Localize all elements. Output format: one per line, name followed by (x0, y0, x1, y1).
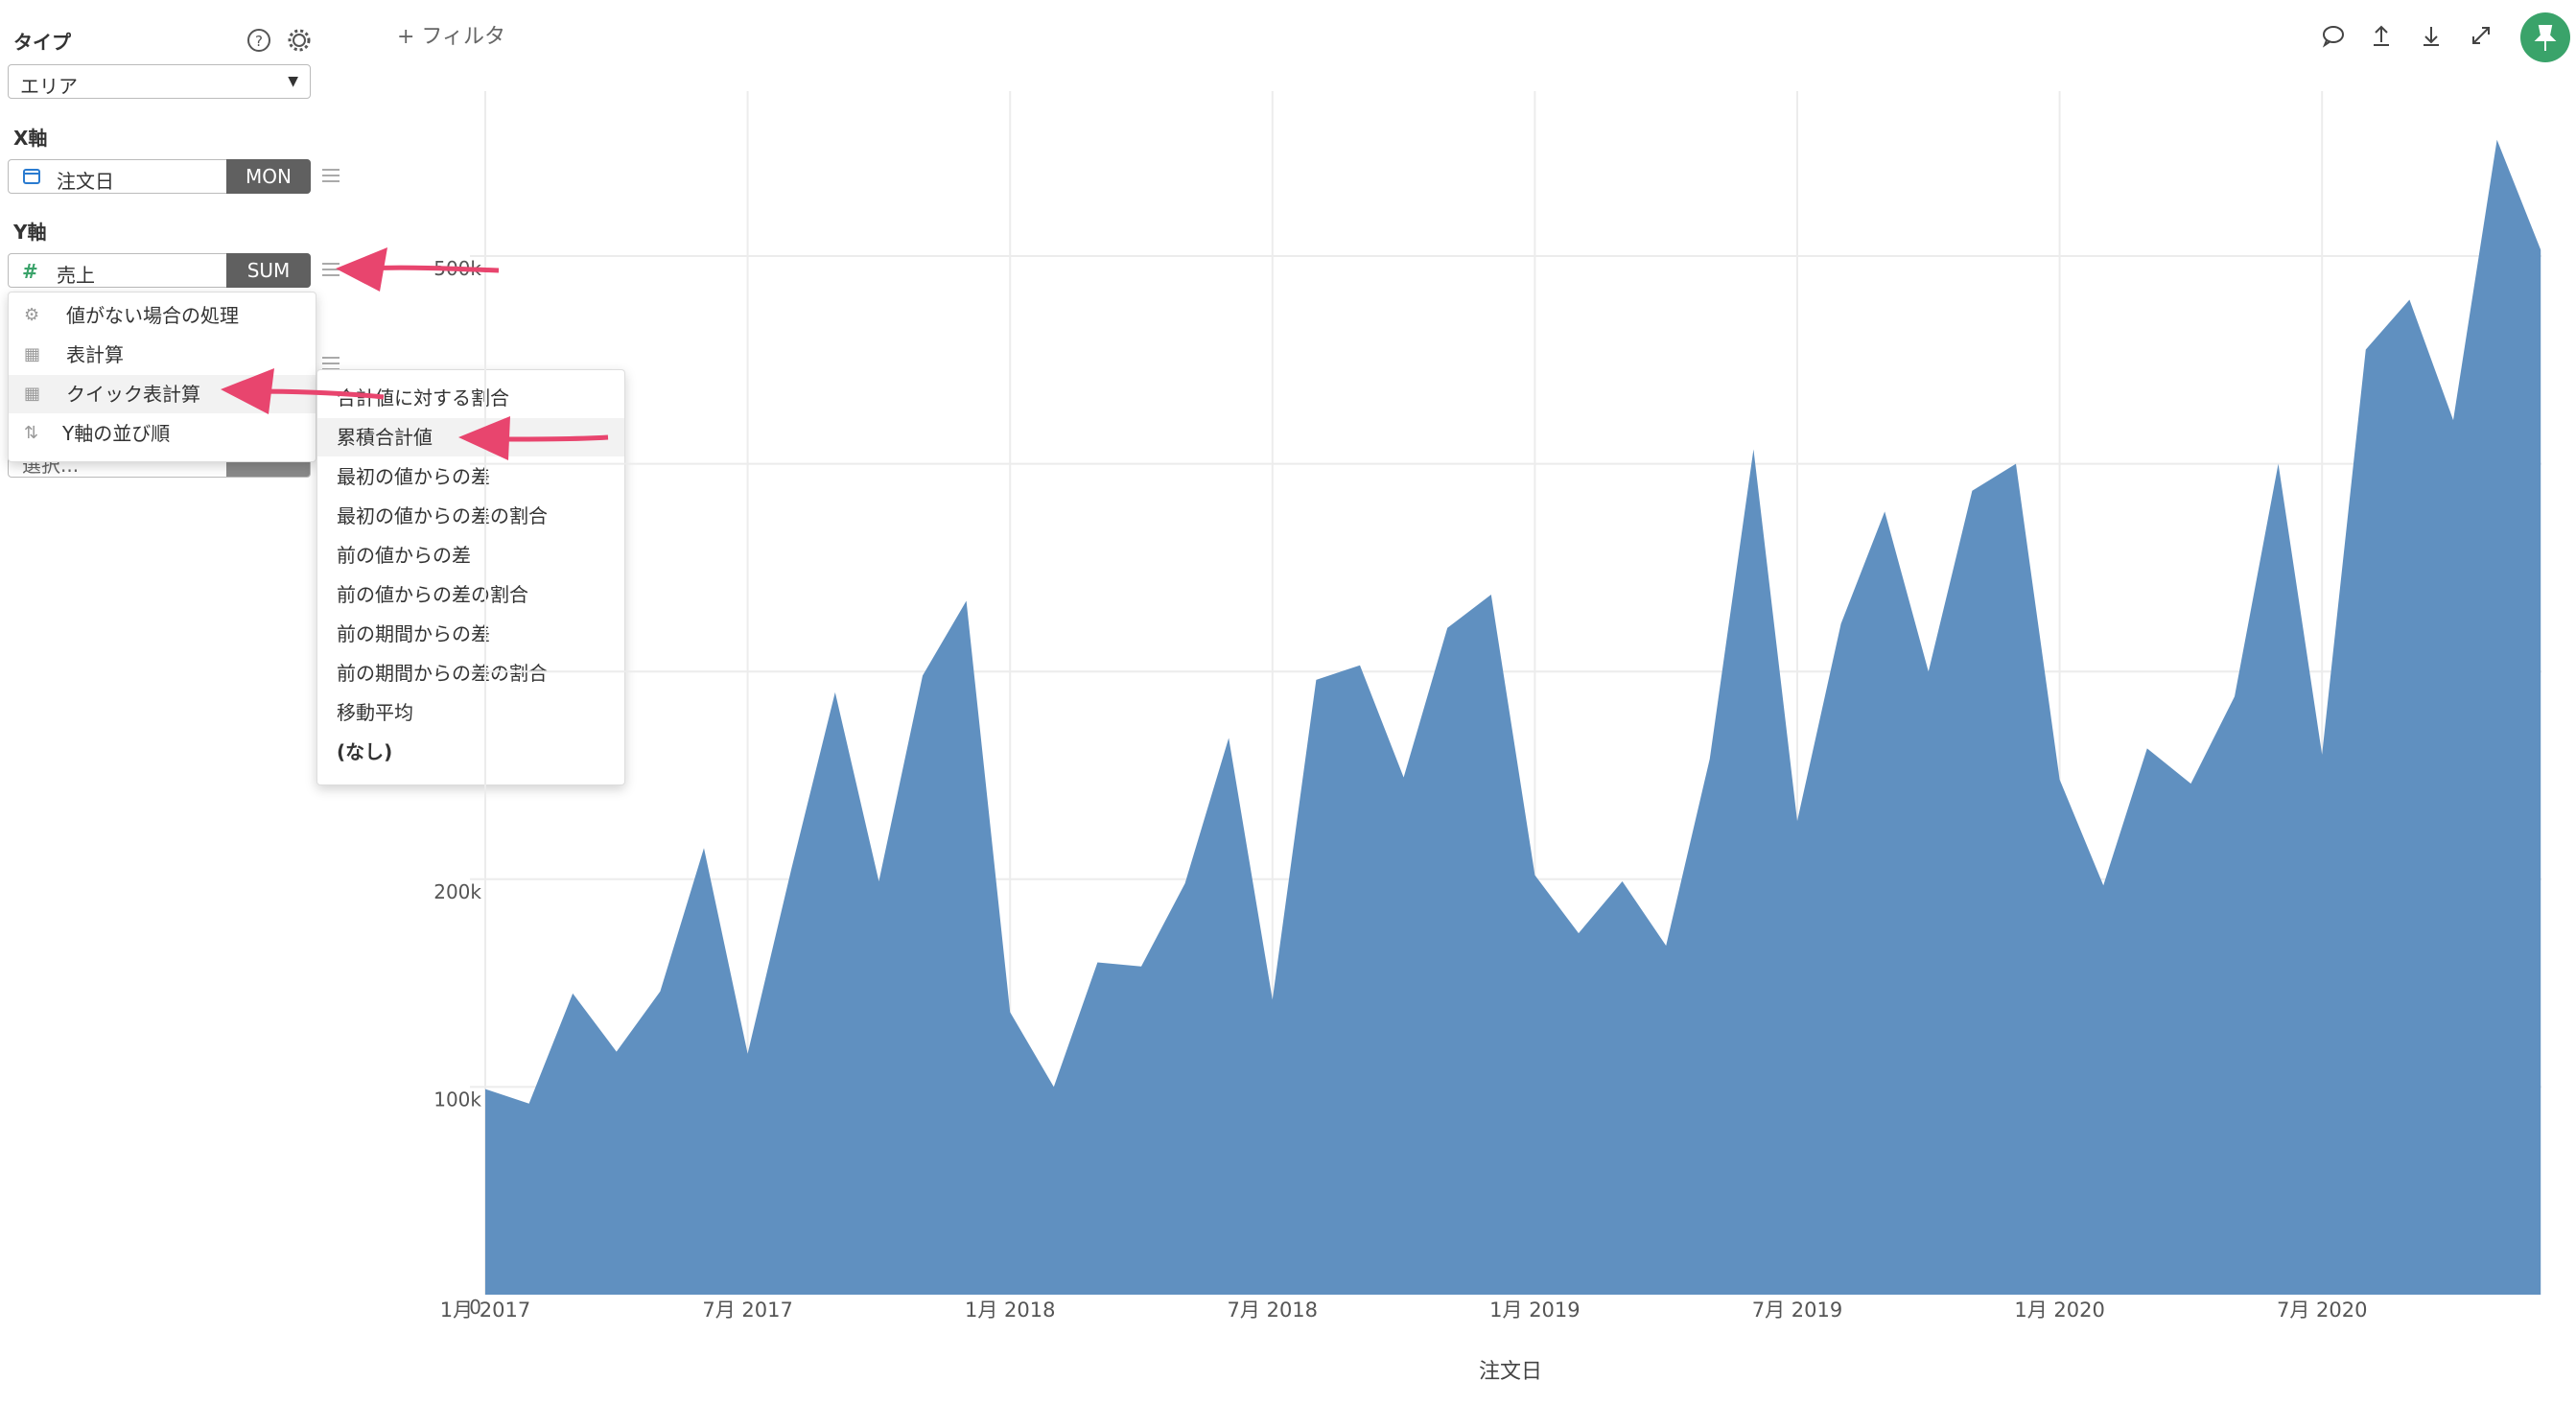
y-field-name: 売上 (57, 264, 95, 287)
x-field-name: 注文日 (57, 170, 114, 193)
x-axis-label: X軸 (13, 127, 48, 150)
gear-icon[interactable] (286, 27, 313, 54)
sort-icon: ⇅ (24, 423, 39, 443)
x-tick-label: 7月 2018 (1228, 1299, 1318, 1322)
y-tick-label: 100k (433, 1088, 481, 1111)
hash-icon: # (22, 260, 38, 283)
x-axis-field[interactable]: 注文日 MON (8, 159, 311, 194)
area-series (485, 139, 2541, 1296)
x-axis-title: 注文日 (1479, 1360, 1542, 1384)
submenu-item[interactable]: 前の値からの差 (337, 544, 471, 567)
x-tick-label: 1月 2017 (440, 1299, 530, 1322)
chart-type-select[interactable]: エリア ▼ (8, 64, 311, 99)
submenu-item[interactable]: 前の期間からの差 (337, 622, 490, 645)
x-tick-label: 1月 2019 (1489, 1299, 1580, 1322)
y-axis-labels: 0 100k 200k 500k (433, 257, 481, 1319)
expand-icon[interactable] (2465, 19, 2497, 52)
y-axis-field[interactable]: # 売上 SUM (8, 253, 311, 288)
x-field-menu-icon[interactable] (322, 165, 340, 186)
help-icon[interactable]: ? (246, 27, 272, 54)
table-icon: ▦ (24, 344, 41, 364)
pin-icon[interactable] (2520, 12, 2570, 62)
x-aggregation-button[interactable]: MON (226, 159, 311, 194)
x-tick-label: 7月 2019 (1752, 1299, 1842, 1322)
comment-icon[interactable] (2317, 19, 2350, 52)
chart-type-value: エリア (20, 75, 78, 98)
submenu-item[interactable]: 移動平均 (337, 701, 413, 724)
y-axis-label: Y軸 (13, 221, 47, 244)
y-aggregation-button[interactable]: SUM (226, 253, 311, 288)
calendar-icon (22, 166, 41, 190)
menu-item-y-sort[interactable]: ⇅ Y軸の並び順 (9, 414, 316, 453)
y-tick-label: 0 (469, 1296, 481, 1319)
submenu-item[interactable]: 前の値からの差の割合 (337, 583, 528, 606)
upload-icon[interactable] (2365, 19, 2398, 52)
chevron-down-icon: ▼ (288, 74, 298, 89)
submenu-item-none[interactable]: (なし) (337, 740, 393, 763)
table-icon: ▦ (24, 384, 41, 404)
y-field-menu-icon[interactable] (322, 259, 340, 280)
x-tick-label: 7月 2020 (2277, 1299, 2367, 1322)
menu-item-missing-values[interactable]: ⚙ 値がない場合の処理 (9, 296, 316, 335)
svg-text:?: ? (255, 33, 263, 50)
type-label: タイプ (13, 31, 71, 54)
y-tick-label: 500k (433, 257, 481, 280)
gear-icon: ⚙ (24, 305, 40, 325)
y-tick-label: 200k (433, 880, 481, 903)
submenu-item[interactable]: 前の期間からの差の割合 (337, 662, 548, 685)
x-axis-labels: 1月 2017 7月 2017 1月 2018 7月 2018 1月 2019 7月 20… (440, 1299, 2368, 1322)
x-tick-label: 7月 2017 (702, 1299, 792, 1322)
x-tick-label: 1月 2020 (2014, 1299, 2104, 1322)
submenu-item[interactable]: 最初の値からの差 (337, 465, 490, 488)
submenu-item[interactable]: 最初の値からの差の割合 (337, 504, 548, 527)
download-icon[interactable] (2415, 19, 2447, 52)
add-filter-button[interactable]: + フィルタ (397, 25, 505, 49)
x-tick-label: 1月 2018 (965, 1299, 1055, 1322)
menu-item-table-calc[interactable]: ▦ 表計算 (9, 336, 316, 374)
